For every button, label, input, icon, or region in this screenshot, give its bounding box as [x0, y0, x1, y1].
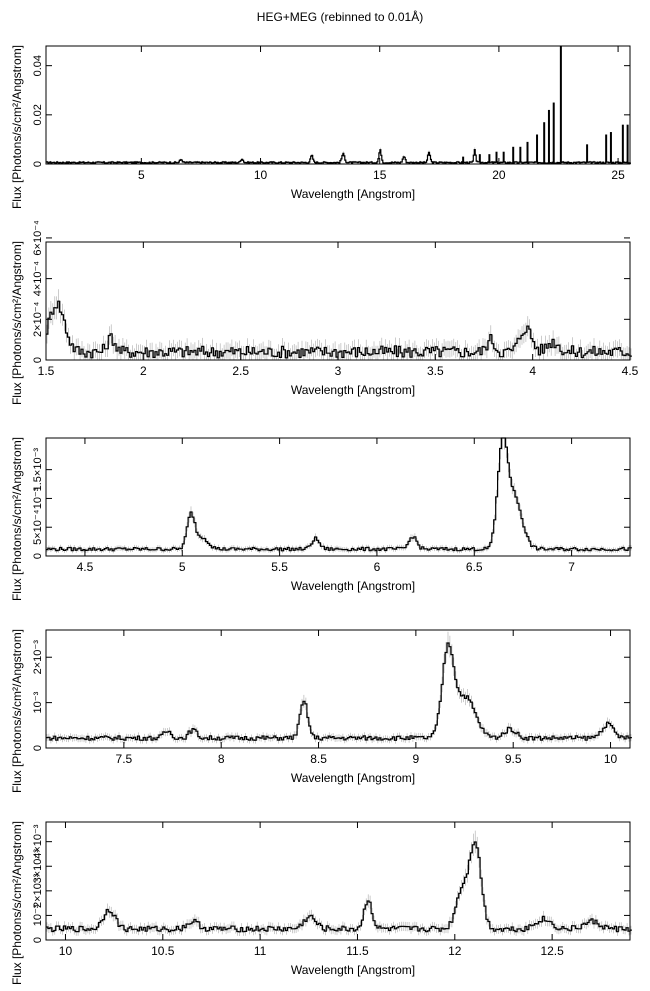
x-tick-label-5-4: 12 [448, 944, 462, 958]
y-tick-label-1-1: 0.02 [32, 104, 44, 125]
x-tick-label-2-5: 4 [529, 364, 536, 378]
panel-3: 4.5 5 5.5 6 6.5 7 0 5×10⁻⁴10⁻³1.5×10⁻³ Wavelengt… [10, 437, 632, 601]
y-tick-label-4-2: 2×10⁻³ [32, 640, 44, 675]
x-axis-label-4: Wavelength [Angstrom] [291, 771, 415, 785]
x-axis-label-5: Wavelength [Angstrom] [291, 963, 415, 977]
y-tick-label-3-3: 1.5×10⁻³ [32, 448, 44, 492]
y-axis-label-4: Flux [Photons/s/cm²/Angstrom] [10, 629, 24, 793]
y-axis-label-5: Flux [Photons/s/cm²/Angstrom] [10, 821, 24, 985]
x-tick-label-5-5: 12.5 [540, 944, 564, 958]
plot-frame-4 [45, 629, 631, 749]
plot-frame-3 [45, 437, 631, 557]
y-axis-label-3: Flux [Photons/s/cm²/Angstrom] [10, 437, 24, 601]
y-tick-label-4-1: 10⁻³ [32, 691, 44, 713]
y-tick-label-4-0: 0 [32, 745, 44, 751]
x-tick-label-1-3: 20 [492, 168, 506, 182]
x-tick-label-2-4: 3.5 [427, 364, 444, 378]
x-tick-label-4-2: 8.5 [310, 752, 327, 766]
y-axis-label-2: Flux [Photons/s/cm²/Angstrom] [10, 241, 24, 405]
x-tick-label-5-3: 11.5 [346, 944, 369, 958]
y-tick-label-1-2: 0.04 [32, 55, 44, 76]
y-tick-label-3-0: 0 [32, 553, 44, 559]
page-title: HEG+MEG (rebinned to 0.01Å) [256, 10, 424, 24]
x-tick-label-5-2: 11 [254, 944, 267, 958]
x-tick-label-3-2: 5.5 [271, 560, 288, 574]
x-tick-label-2-0: 1.5 [38, 364, 55, 378]
spectrum-line-1 [46, 149, 631, 164]
x-tick-label-1-2: 15 [373, 168, 387, 182]
x-tick-label-1-4: 25 [611, 168, 625, 182]
y-tick-label-2-0: 0 [32, 357, 44, 363]
x-axis-label-2: Wavelength [Angstrom] [291, 383, 415, 397]
y-tick-label-2-1: 2×10⁻⁴ [32, 301, 44, 337]
error-bars-4 [46, 631, 632, 744]
y-tick-label-3-1: 5×10⁻⁴ [32, 509, 44, 545]
panel-5: 10 10.5 11 11.5 12 12.5 0 10⁻³2×10⁻³3×10⁻³4×10⁻… [10, 821, 632, 985]
x-tick-label-2-3: 3 [335, 364, 342, 378]
error-bars-2 [46, 289, 632, 360]
x-tick-label-3-0: 4.5 [77, 560, 94, 574]
x-tick-label-3-5: 7 [568, 560, 575, 574]
panel-2: 1.5 2 2.5 3 3.5 4 4.5 0 2×10⁻⁴ 4×10⁻⁴ 6×10⁻⁴ Wavele… [10, 220, 639, 405]
y-tick-label-1-0: 0 [32, 161, 44, 167]
x-tick-label-4-0: 7.5 [116, 752, 133, 766]
x-tick-label-3-4: 6.5 [466, 560, 483, 574]
x-axis-label-3: Wavelength [Angstrom] [291, 579, 415, 593]
x-tick-label-3-1: 5 [179, 560, 186, 574]
x-tick-label-5-1: 10.5 [151, 944, 175, 958]
spectrum-line-5 [46, 841, 632, 933]
y-tick-label-2-3: 6×10⁻⁴ [32, 220, 44, 256]
x-tick-label-4-1: 8 [218, 752, 225, 766]
y-tick-label-5-2: 2×10⁻³ [32, 873, 44, 908]
x-tick-label-2-2: 2.5 [232, 364, 249, 378]
spectrum-line-4 [46, 642, 632, 741]
y-tick-label-5-0: 0 [32, 937, 44, 943]
plot-frame-2 [45, 241, 631, 361]
y-axis-label-1: Flux [Photons/s/cm²/Angstrom] [10, 45, 24, 209]
error-bars-3 [46, 438, 632, 554]
x-tick-label-4-4: 9.5 [505, 752, 522, 766]
y-tick-label-5-3: 3×10⁻³ [32, 849, 44, 884]
x-tick-label-4-3: 9 [413, 752, 420, 766]
x-tick-label-1-0: 5 [138, 168, 145, 182]
y-tick-label-3-2: 10⁻³ [32, 487, 44, 509]
y-tick-label-2-2: 4×10⁻⁴ [32, 261, 44, 297]
x-tick-label-5-0: 10 [59, 944, 73, 958]
x-axis-label-1: Wavelength [Angstrom] [291, 187, 415, 201]
plot-frame-1 [45, 45, 631, 165]
y-tick-label-5-1: 10⁻³ [32, 904, 44, 926]
error-bars-5 [46, 830, 632, 936]
plot-frame-5 [45, 821, 631, 941]
spectrum-line-2 [46, 300, 632, 359]
panel-1: 5 10 15 20 25 0 0.02 0.04 Wavelength [Angstrom] F… [10, 45, 631, 209]
x-tick-label-2-6: 4.5 [622, 364, 639, 378]
x-tick-label-2-1: 2 [140, 364, 147, 378]
panel-4: 7.5 8 8.5 9 9.5 10 0 10⁻³ 2×10⁻³ Wavelength [Angs… [10, 629, 632, 793]
x-tick-label-3-3: 6 [374, 560, 381, 574]
x-tick-label-4-5: 10 [604, 752, 618, 766]
y-tick-label-5-4: 4×10⁻³ [32, 824, 44, 859]
x-tick-label-1-1: 10 [254, 168, 268, 182]
spectrum-line-3 [46, 437, 632, 552]
